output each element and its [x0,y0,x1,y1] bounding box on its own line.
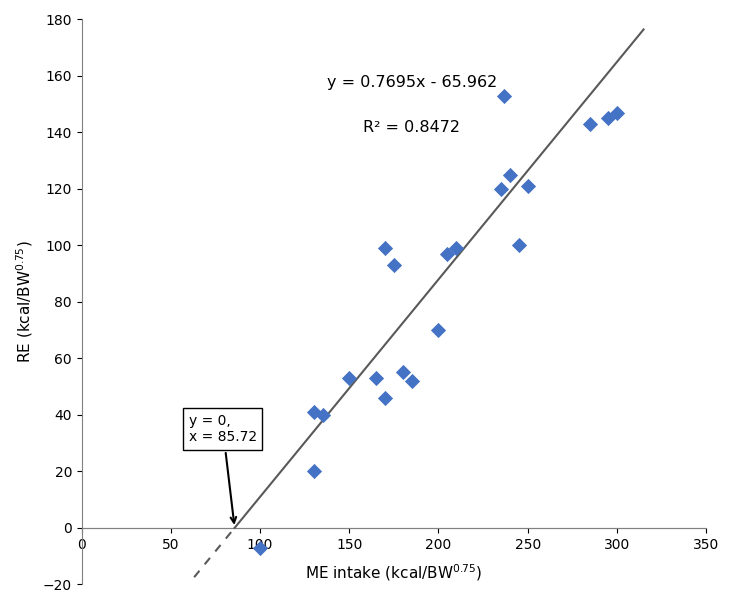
Point [584,119,596,129]
Point [379,393,391,403]
Point [451,243,463,253]
Point [397,368,409,378]
Point [344,373,356,383]
X-axis label: ME intake (kcal/BW$^{0.75}$): ME intake (kcal/BW$^{0.75}$) [305,563,482,583]
Point [370,373,382,383]
Point [522,181,534,191]
Point [308,466,320,476]
Point [308,407,320,417]
Point [498,91,510,101]
Point [406,376,418,386]
Text: y = 0.7695x - 65.962: y = 0.7695x - 65.962 [327,75,497,90]
Point [388,260,399,270]
Text: R² = 0.8472: R² = 0.8472 [364,120,460,135]
Point [441,249,453,259]
Text: y = 0,
x = 85.72: y = 0, x = 85.72 [189,414,257,523]
Point [495,184,507,194]
Point [611,108,622,118]
Y-axis label: RE (kcal/BW$^{0.75}$): RE (kcal/BW$^{0.75}$) [14,240,34,363]
Point [254,543,266,552]
Point [513,240,525,250]
Point [432,325,444,335]
Point [317,410,328,419]
Point [602,114,614,123]
Point [379,243,391,253]
Point [504,170,516,180]
